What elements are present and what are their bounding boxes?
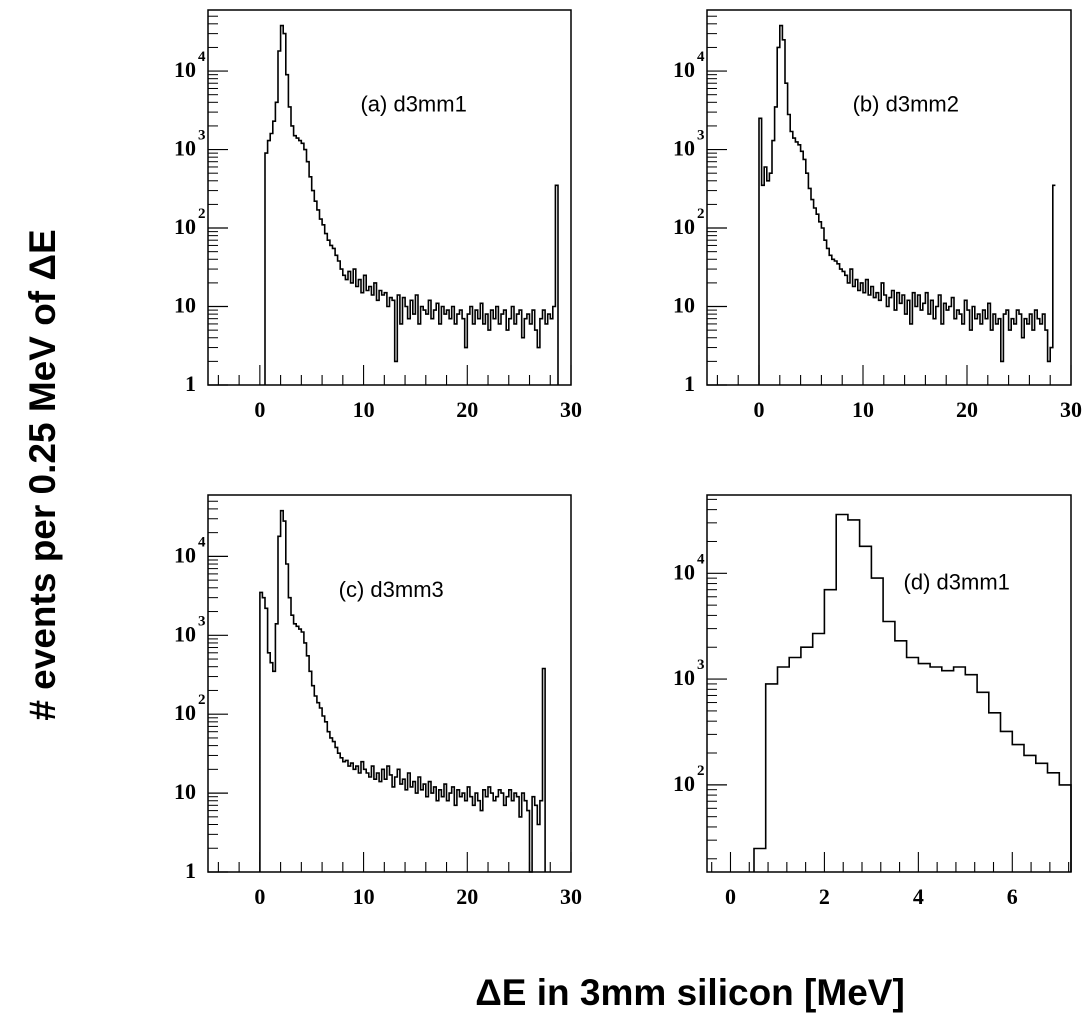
y-tick-exponent: 2 [198, 206, 206, 222]
y-tick-exponent: 2 [198, 692, 206, 708]
x-tick-label: 6 [1007, 884, 1018, 909]
y-tick-label: 1 [185, 371, 196, 396]
y-tick-exponent: 4 [198, 534, 206, 550]
y-tick-exponent: 3 [697, 657, 705, 673]
y-tick-label: 1 [684, 371, 695, 396]
plot-frame [706, 9, 1072, 386]
histogram-series [753, 513, 1072, 872]
y-tick-label: 10 [174, 779, 196, 804]
y-axis-label-wrap: # events per 0.25 MeV of ΔE [8, 150, 78, 800]
x-tick-label: 2 [819, 884, 830, 909]
panel-d: 10 210 310 40 2 4 6(d) d3mm1 [673, 494, 1072, 909]
y-tick-label: 10 [174, 542, 196, 567]
x-tick-label: 30 [560, 397, 582, 422]
x-tick-label: 30 [1060, 397, 1082, 422]
y-tick-label: 10 [673, 771, 695, 796]
y-tick-label: 1 [185, 858, 196, 883]
y-tick-exponent: 3 [198, 613, 206, 629]
y-tick-exponent: 4 [198, 49, 206, 65]
y-tick-exponent: 3 [697, 128, 705, 144]
plot-frame [706, 494, 1072, 873]
y-tick-label: 10 [174, 293, 196, 318]
y-tick-exponent: 3 [198, 128, 206, 144]
x-tick-label: 30 [560, 884, 582, 909]
histogram-series [264, 24, 559, 385]
y-tick-label: 10 [673, 665, 695, 690]
y-tick-label: 10 [673, 214, 695, 239]
y-tick-label: 10 [673, 136, 695, 161]
histogram-series [758, 24, 1056, 385]
y-tick-exponent: 4 [697, 551, 705, 567]
y-tick-label: 10 [174, 700, 196, 725]
x-tick-label: 10 [353, 884, 375, 909]
panel-annotation: (b) d3mm2 [853, 91, 959, 116]
y-tick-label: 10 [673, 293, 695, 318]
plot-frame [207, 9, 572, 386]
panel-annotation: (a) d3mm1 [360, 91, 466, 116]
y-tick-label: 10 [174, 136, 196, 161]
x-tick-label: 0 [254, 397, 265, 422]
histogram-series [259, 509, 546, 873]
x-axis-label: ΔE in 3mm silicon [MeV] [475, 972, 905, 1013]
x-tick-label: 20 [956, 397, 978, 422]
y-tick-label: 10 [673, 57, 695, 82]
y-tick-label: 10 [174, 621, 196, 646]
y-tick-exponent: 4 [697, 49, 705, 65]
x-tick-label: 0 [754, 397, 765, 422]
panel-annotation: (d) d3mm1 [904, 569, 1010, 594]
x-tick-label: 0 [254, 884, 265, 909]
y-tick-label: 10 [673, 559, 695, 584]
x-tick-label: 10 [852, 397, 874, 422]
y-tick-label: 10 [174, 57, 196, 82]
x-tick-label: 20 [456, 397, 478, 422]
x-tick-label: 0 [725, 884, 736, 909]
x-tick-label: 10 [353, 397, 375, 422]
x-tick-label: 20 [456, 884, 478, 909]
y-tick-exponent: 2 [697, 206, 705, 222]
plot-frame [207, 494, 572, 873]
y-tick-exponent: 2 [697, 763, 705, 779]
y-axis-label: # events per 0.25 MeV of ΔE [22, 229, 63, 721]
x-tick-label: 4 [913, 884, 924, 909]
panel-annotation: (c) d3mm3 [339, 577, 444, 602]
y-tick-label: 10 [174, 214, 196, 239]
